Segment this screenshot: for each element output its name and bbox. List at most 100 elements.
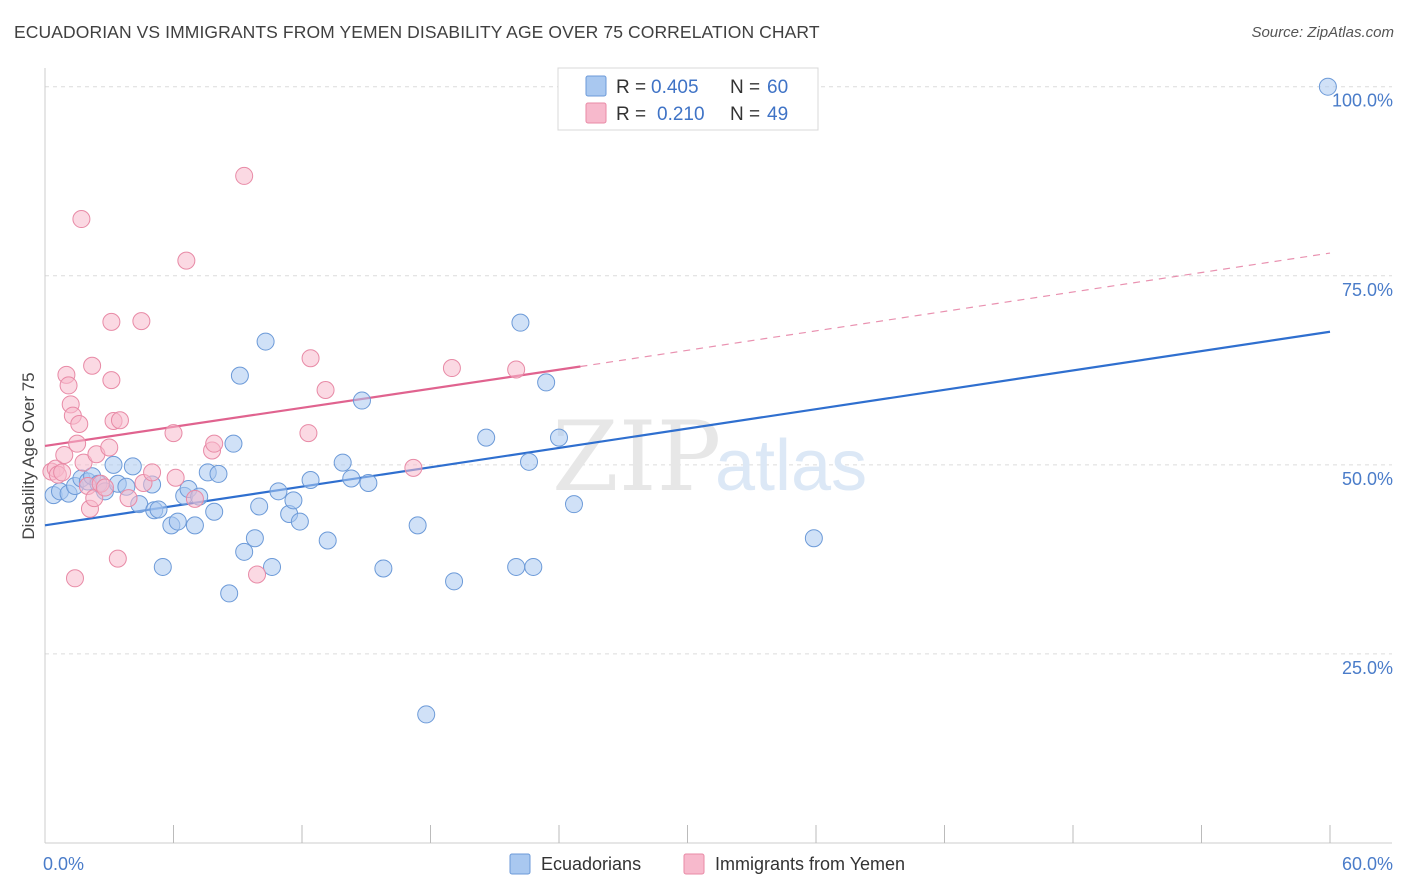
point-yemen	[143, 463, 162, 482]
legend-n-label-1: N =	[730, 77, 760, 98]
point-yemen	[72, 210, 91, 229]
point-ecuadorians	[168, 512, 187, 531]
legend-swatch-yemen	[585, 102, 607, 124]
legend-n-value-1: 60	[767, 77, 788, 98]
trend-line-ecuadorians	[44, 330, 1331, 527]
chart-title: ECUADORIAN VS IMMIGRANTS FROM YEMEN DISA…	[14, 22, 820, 42]
point-ecuadorians	[256, 332, 275, 351]
point-yemen	[507, 360, 526, 379]
point-ecuadorians	[333, 453, 352, 472]
point-ecuadorians	[374, 559, 393, 578]
y-tick-label: 50.0%	[1342, 469, 1393, 489]
point-ecuadorians	[250, 497, 269, 516]
point-yemen	[316, 380, 335, 399]
point-yemen	[102, 312, 121, 331]
point-yemen	[59, 376, 78, 395]
point-yemen	[70, 415, 89, 434]
data-points	[42, 77, 1337, 724]
point-yemen	[404, 458, 423, 477]
bottom-legend-label-ecuadorians: Ecuadorians	[541, 854, 641, 874]
trend-line-yemen	[44, 365, 581, 448]
legend-r-value-1: 0.405	[651, 77, 699, 98]
point-ecuadorians	[153, 557, 172, 576]
bottom-legend-swatch-ecuadorians	[509, 853, 531, 875]
trend-lines	[44, 252, 1331, 527]
point-yemen	[83, 356, 102, 375]
point-yemen	[95, 478, 114, 497]
point-ecuadorians	[290, 512, 309, 531]
point-yemen	[164, 424, 183, 443]
bottom-legend-swatch-yemen	[683, 853, 705, 875]
point-ecuadorians	[550, 428, 568, 447]
legend-r-value-2: 0.210	[657, 104, 705, 125]
y-tick-label: 100.0%	[1332, 91, 1393, 111]
legend-n-label-2: N =	[730, 104, 760, 125]
bottom-legend: Ecuadorians Immigrants from Yemen	[509, 853, 905, 875]
point-yemen	[65, 569, 84, 588]
point-yemen	[74, 453, 93, 472]
point-yemen	[108, 549, 127, 568]
legend-box: R = 0.405 N = 60 R = 0.210 N = 49	[557, 67, 819, 131]
point-yemen	[132, 312, 151, 331]
y-axis-label: Disability Age Over 75	[19, 372, 38, 539]
point-yemen	[110, 411, 129, 430]
legend-n-value-2: 49	[767, 104, 788, 125]
point-ecuadorians	[269, 482, 288, 501]
watermark-zip: ZIP	[552, 401, 721, 513]
y-tick-label: 25.0%	[1342, 658, 1393, 678]
point-yemen	[177, 251, 196, 270]
point-ecuadorians	[359, 473, 378, 492]
point-ecuadorians	[520, 452, 539, 471]
point-ecuadorians	[408, 516, 427, 535]
x-tick-labels: 0.0% 60.0%	[43, 854, 1393, 874]
trend-line-yemen-extension	[580, 252, 1331, 368]
point-yemen	[102, 371, 121, 390]
point-ecuadorians	[301, 470, 320, 489]
point-yemen	[166, 468, 185, 487]
point-ecuadorians	[230, 366, 249, 385]
point-ecuadorians	[104, 455, 123, 474]
point-ecuadorians	[342, 469, 361, 488]
point-ecuadorians	[245, 529, 264, 548]
point-ecuadorians	[263, 557, 282, 576]
point-ecuadorians	[804, 529, 823, 548]
gridlines	[45, 86, 1392, 655]
point-ecuadorians	[205, 502, 224, 521]
point-ecuadorians	[477, 428, 496, 447]
watermark-atlas: atlas	[715, 426, 867, 506]
point-ecuadorians	[507, 557, 526, 576]
point-ecuadorians	[445, 572, 464, 591]
point-yemen	[119, 489, 138, 508]
point-ecuadorians	[1318, 77, 1337, 96]
source-label: Source: ZipAtlas.com	[1251, 24, 1394, 41]
point-yemen	[248, 565, 267, 584]
point-ecuadorians	[123, 457, 142, 476]
point-ecuadorians	[224, 434, 243, 453]
point-yemen	[205, 434, 224, 453]
point-ecuadorians	[209, 464, 228, 483]
point-yemen	[53, 463, 72, 482]
point-ecuadorians	[318, 531, 337, 550]
axes	[44, 68, 1392, 844]
x-tick-label-min: 0.0%	[43, 854, 84, 874]
legend-r-label-1: R =	[616, 77, 646, 98]
point-yemen	[68, 434, 87, 453]
point-ecuadorians	[284, 491, 303, 510]
point-ecuadorians	[564, 495, 583, 514]
legend-swatch-ecuadorians	[585, 75, 607, 97]
point-ecuadorians	[511, 313, 530, 332]
point-ecuadorians	[185, 516, 204, 535]
point-ecuadorians	[537, 373, 556, 392]
point-ecuadorians	[220, 584, 239, 603]
point-yemen	[301, 349, 320, 368]
point-ecuadorians	[149, 500, 168, 519]
point-yemen	[185, 489, 204, 508]
point-yemen	[442, 359, 461, 378]
watermark: ZIP atlas	[552, 401, 867, 513]
point-ecuadorians	[235, 542, 254, 561]
y-tick-label: 75.0%	[1342, 280, 1393, 300]
y-tick-labels: 25.0% 50.0% 75.0% 100.0%	[1332, 91, 1393, 678]
legend-r-label-2: R =	[616, 104, 646, 125]
point-yemen	[235, 166, 254, 185]
